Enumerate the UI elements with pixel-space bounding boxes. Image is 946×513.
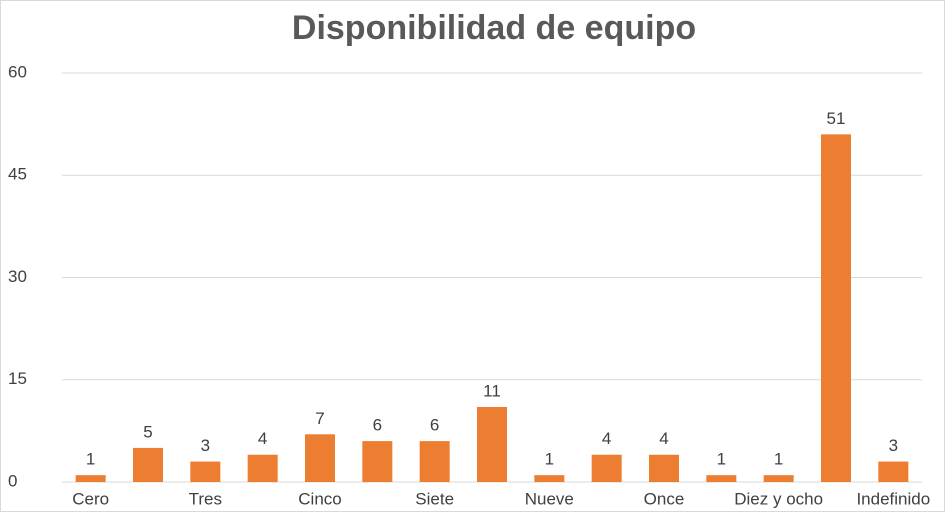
data-label: 7 (315, 409, 324, 428)
bar (706, 475, 737, 482)
data-label: 3 (201, 436, 210, 455)
data-label: 5 (143, 422, 152, 441)
bar (305, 434, 335, 482)
bar (477, 407, 507, 482)
y-tick-label: 45 (8, 165, 27, 184)
bar (362, 441, 393, 482)
x-tick-label: Cinco (298, 489, 341, 508)
data-label: 1 (774, 450, 783, 469)
data-label: 51 (827, 109, 846, 128)
data-label: 6 (430, 416, 439, 435)
x-tick-label: Nueve (525, 489, 574, 508)
data-label: 1 (545, 450, 554, 469)
x-tick-label: Once (644, 489, 685, 508)
data-label: 11 (483, 382, 501, 401)
data-label: 4 (602, 429, 611, 448)
bar (190, 461, 221, 482)
x-tick-label: Cero (72, 489, 109, 508)
data-label: 1 (86, 450, 95, 469)
bar (534, 475, 565, 482)
bar (591, 454, 622, 482)
x-tick-label: Tres (189, 489, 222, 508)
chart-title: Disponibilidad de equipo (292, 9, 696, 47)
bar (821, 134, 851, 482)
data-label: 6 (373, 416, 382, 435)
bar (763, 475, 794, 482)
data-label: 4 (659, 429, 668, 448)
y-tick-label: 15 (8, 369, 27, 388)
bar (247, 454, 278, 482)
bar (75, 475, 106, 482)
data-label: 1 (717, 450, 726, 469)
bar (133, 447, 163, 482)
bar (419, 441, 450, 482)
data-label: 4 (258, 429, 267, 448)
y-tick-label: 0 (8, 471, 17, 490)
y-tick-label: 30 (8, 267, 27, 286)
data-label: 3 (889, 436, 898, 455)
x-tick-label: Siete (415, 489, 454, 508)
x-tick-label: Diez y ocho (734, 489, 823, 508)
bar (649, 454, 679, 482)
x-tick-label: Indefinido (856, 489, 930, 508)
bar (878, 461, 909, 482)
y-tick-label: 60 (8, 62, 27, 81)
